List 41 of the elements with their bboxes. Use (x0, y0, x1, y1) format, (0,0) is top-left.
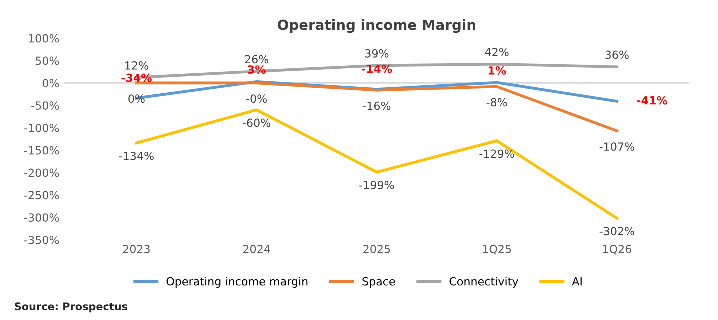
data-label: 12% (126, 62, 148, 70)
legend-label: AI (572, 278, 582, 286)
y-tick-label: 100% (29, 34, 60, 43)
data-label: 42% (485, 48, 509, 56)
y-tick-label: 0% (42, 79, 60, 88)
data-label: -34% (122, 74, 152, 82)
x-tick-label: 2024 (244, 245, 270, 254)
data-label: -60% (243, 118, 271, 128)
data-label: 1% (488, 66, 506, 75)
y-tick-label: -300% (24, 214, 60, 222)
data-label: -8% (486, 98, 508, 107)
y-tick-label: 50% (36, 56, 60, 66)
y-tick-label: -350% (24, 236, 60, 244)
source-note: Source: Prospectus (15, 302, 128, 313)
y-tick-label: -250% (24, 191, 60, 200)
data-label: -16% (363, 102, 391, 110)
data-label: 26% (245, 55, 269, 64)
data-label: -41% (637, 96, 668, 105)
y-tick-label: -50% (32, 102, 60, 110)
legend-label: Connectivity (450, 277, 518, 288)
y-tick-label: -150% (24, 146, 60, 155)
data-label: -14% (362, 64, 392, 74)
x-tick-label: 2023 (123, 245, 150, 254)
data-label: -107% (600, 142, 634, 152)
data-label: -0% (246, 94, 268, 104)
y-tick-label: -100% (24, 124, 60, 132)
data-label: 0% (128, 94, 145, 104)
data-label: 39% (365, 49, 389, 58)
x-tick-label: 1Q25 (483, 245, 512, 255)
legend-label: Space (362, 277, 396, 288)
data-label: -134% (119, 152, 154, 160)
x-tick-label: 1Q26 (603, 245, 632, 255)
chart-title: Operating income Margin (278, 20, 476, 34)
data-label: 3% (248, 66, 266, 74)
data-label: -129% (480, 150, 514, 158)
x-tick-label: 2025 (364, 245, 390, 254)
legend-label: Operating income margin (166, 277, 308, 288)
data-label: -302% (600, 227, 634, 236)
data-label: -199% (360, 181, 394, 190)
y-tick-label: -200% (24, 168, 60, 178)
data-label: 36% (606, 50, 629, 60)
